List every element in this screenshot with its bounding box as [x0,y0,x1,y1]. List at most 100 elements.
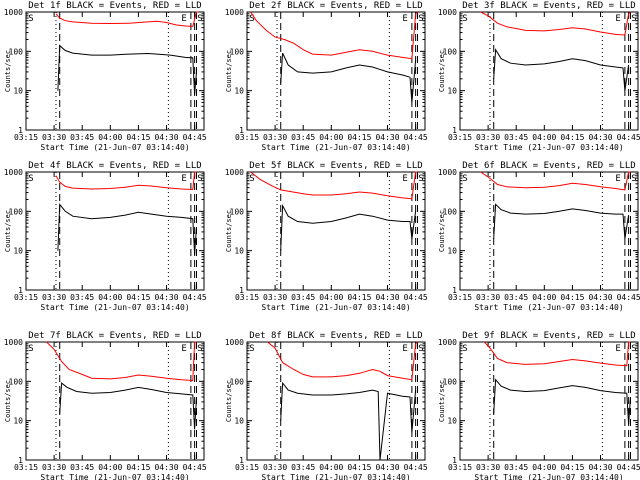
x-tick-label: 04:15 [126,293,150,302]
series-line-black [493,203,630,239]
x-tick-label: 03:30 [476,463,500,472]
chart-panel-5: Det 5f BLACK = Events, RED = LLD 1 10 100 10… [225,161,428,312]
x-axis-label: Start Time (21-Jun-07 03:14:40) [474,473,623,480]
series-line-black [57,203,197,255]
marker-s: S [631,14,636,24]
y-axis-label: Counts/sec [225,380,233,422]
x-tick-label: 04:15 [347,293,371,302]
x-tick-label: 04:15 [347,133,371,142]
x-tick-label: 04:15 [560,463,584,472]
series-line-black [280,203,417,251]
y-tick-label: 1 [18,286,23,295]
y-tick-label: 1000 [4,338,23,347]
x-tick-label: 04:30 [375,293,399,302]
chart-title: Det 4f BLACK = Events, RED = LLD [28,161,201,171]
x-axis-label: Start Time (21-Jun-07 03:14:40) [474,143,623,152]
marker-s: S [418,174,423,184]
y-axis-label: Counts/sec [438,210,446,252]
x-axis-label: Start Time (21-Jun-07 03:14:40) [40,303,189,312]
x-tick-label: 04:30 [588,463,612,472]
y-tick-label: 10 [447,87,457,96]
y-tick-label: 10 [234,417,244,426]
chart-panel-2: Det 2f BLACK = Events, RED = LLD 1 10 100 10… [225,1,428,152]
chart-title: Det 7f BLACK = Events, RED = LLD [28,331,201,341]
y-tick-label: 100 [230,207,245,216]
x-tick-label: 03:15 [448,293,472,302]
marker-s: S [462,344,467,354]
chart-title: Det 8f BLACK = Events, RED = LLD [249,331,422,341]
x-tick-label: 03:30 [42,133,66,142]
series-line-red [267,341,418,381]
y-tick-label: 10 [234,247,244,256]
marker-s: S [197,344,202,354]
x-tick-label: 04:00 [319,463,343,472]
plot-frame [25,171,205,291]
chart-panel-1: Det 1f BLACK = Events, RED = LLD 1 10 100 10… [4,1,207,152]
x-tick-label: 04:45 [183,293,207,302]
x-tick-label: 03:15 [448,463,472,472]
series-line-red [480,11,631,36]
x-tick-label: 03:45 [291,463,315,472]
x-tick-label: 03:15 [235,133,259,142]
y-tick-label: 100 [9,207,24,216]
y-tick-label: 1000 [225,8,244,17]
y-tick-label: 10 [234,87,244,96]
chart-title: Det 6f BLACK = Events, RED = LLD [462,161,635,171]
marker-s: S [197,174,202,184]
x-axis-label: Start Time (21-Jun-07 03:14:40) [261,303,410,312]
marker-s: S [28,14,33,24]
x-tick-label: 03:45 [504,463,528,472]
x-tick-label: 04:00 [532,463,556,472]
series-line-red [55,171,197,191]
y-tick-label: 100 [9,377,24,386]
x-tick-label: 04:15 [560,133,584,142]
marker-s: S [418,344,423,354]
y-tick-label: 100 [443,377,458,386]
marker-s: S [462,14,467,24]
chart-title: Det 1f BLACK = Events, RED = LLD [28,1,201,11]
marker-e: E [615,174,620,184]
x-tick-label: 04:30 [375,133,399,142]
marker-e: E [615,14,620,24]
x-tick-label: 03:30 [263,133,287,142]
x-tick-label: 03:15 [14,293,38,302]
y-tick-label: 100 [230,377,245,386]
marker-s: S [197,14,202,24]
y-axis-label: Counts/sec [438,380,446,422]
x-axis-label: Start Time (21-Jun-07 03:14:40) [40,473,189,480]
x-tick-label: 03:15 [14,133,38,142]
y-tick-label: 1000 [225,168,244,177]
x-tick-label: 04:45 [617,463,640,472]
x-tick-label: 03:15 [14,463,38,472]
y-axis-label: Counts/sec [438,50,446,92]
chart-title: Det 5f BLACK = Events, RED = LLD [249,161,422,171]
y-tick-label: 100 [443,47,458,56]
x-tick-label: 03:30 [476,133,500,142]
plot-frame [246,341,426,461]
x-tick-label: 04:30 [375,463,399,472]
x-tick-label: 04:15 [347,463,371,472]
y-tick-label: 1 [452,286,457,295]
marker-e: E [615,344,620,354]
x-tick-label: 03:15 [235,463,259,472]
chart-panel-9: Det 9f BLACK = Events, RED = LLD 1 10 100 10… [438,331,640,480]
marker-e: E [402,344,407,354]
chart-title: Det 3f BLACK = Events, RED = LLD [462,1,635,11]
series-line-black [59,382,197,430]
y-tick-label: 10 [13,247,23,256]
plot-frame [25,341,205,461]
chart-panel-8: Det 8f BLACK = Events, RED = LLD 1 10 100 10… [225,331,428,480]
y-tick-label: 100 [443,207,458,216]
x-tick-label: 03:30 [476,293,500,302]
series-line-red [484,341,631,367]
marker-e: E [181,344,186,354]
y-tick-label: 1000 [438,338,457,347]
marker-s: S [418,14,423,24]
x-tick-label: 04:45 [404,463,428,472]
chart-title: Det 9f BLACK = Events, RED = LLD [462,331,635,341]
x-tick-label: 04:45 [617,133,640,142]
x-tick-label: 03:45 [291,133,315,142]
plot-frame [459,341,639,461]
y-tick-label: 10 [447,247,457,256]
